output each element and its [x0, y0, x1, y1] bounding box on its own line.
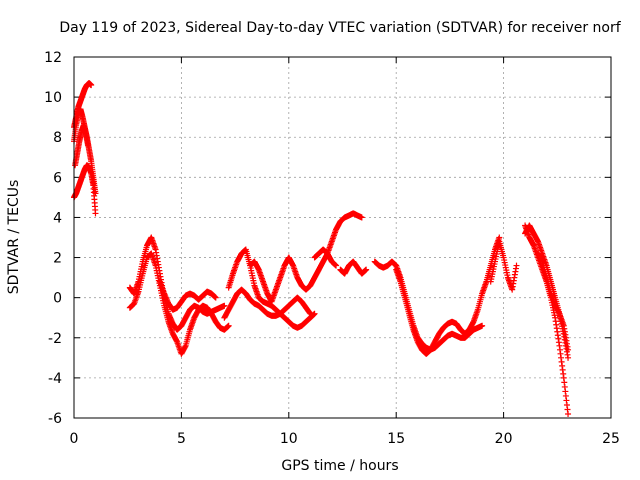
series-arc-i — [371, 258, 486, 353]
data-point — [311, 310, 318, 317]
series-arc-f — [247, 210, 365, 305]
series-early-arc-3 — [71, 162, 99, 217]
series-arc-j — [393, 234, 503, 357]
series-arc-e — [225, 246, 318, 331]
data-point — [212, 294, 219, 301]
data-point — [333, 262, 340, 269]
data-points — [71, 80, 572, 417]
data-point — [565, 346, 572, 353]
y-tick-label: -6 — [48, 411, 62, 427]
data-point — [84, 142, 91, 149]
x-tick-label: 5 — [177, 431, 186, 447]
data-point — [565, 354, 572, 361]
series-arc-c — [156, 278, 219, 313]
y-tick-label: 6 — [53, 170, 62, 186]
chart-title: Day 119 of 2023, Sidereal Day-to-day VTE… — [59, 20, 621, 36]
x-tick-label: 25 — [602, 431, 620, 447]
grid — [74, 57, 611, 418]
data-point — [513, 262, 520, 269]
series-arc-g — [311, 246, 340, 269]
axis-ticks: 0 5 10 15 20 25 -6 -4 -2 0 2 4 6 8 10 12 — [44, 50, 620, 447]
y-tick-label: 2 — [53, 251, 62, 267]
x-tick-label: 20 — [495, 431, 513, 447]
series-arc-n — [534, 250, 572, 353]
x-tick-label: 10 — [280, 431, 298, 447]
data-point — [221, 302, 228, 309]
series-early-arc-4 — [72, 122, 91, 169]
data-point — [92, 210, 99, 217]
y-tick-label: -2 — [48, 331, 62, 347]
x-tick-label: 15 — [387, 431, 405, 447]
y-tick-label: 0 — [53, 291, 62, 307]
data-point — [225, 322, 232, 329]
data-point — [88, 82, 95, 89]
plot-frame — [73, 56, 612, 419]
y-axis-label: SDTVAR / TECUs — [6, 180, 22, 295]
data-point — [358, 214, 365, 221]
data-point — [363, 266, 370, 273]
y-tick-label: 10 — [44, 90, 62, 106]
y-tick-label: 12 — [44, 50, 62, 66]
y-tick-label: -4 — [48, 371, 62, 387]
series-arc-k — [487, 238, 520, 293]
y-tick-label: 8 — [53, 130, 62, 146]
y-tick-label: 4 — [53, 210, 62, 226]
data-point — [479, 322, 486, 329]
data-point — [565, 410, 572, 417]
x-axis-label: GPS time / hours — [281, 458, 398, 474]
series-arc-h — [337, 258, 370, 277]
x-tick-label: 0 — [70, 431, 79, 447]
